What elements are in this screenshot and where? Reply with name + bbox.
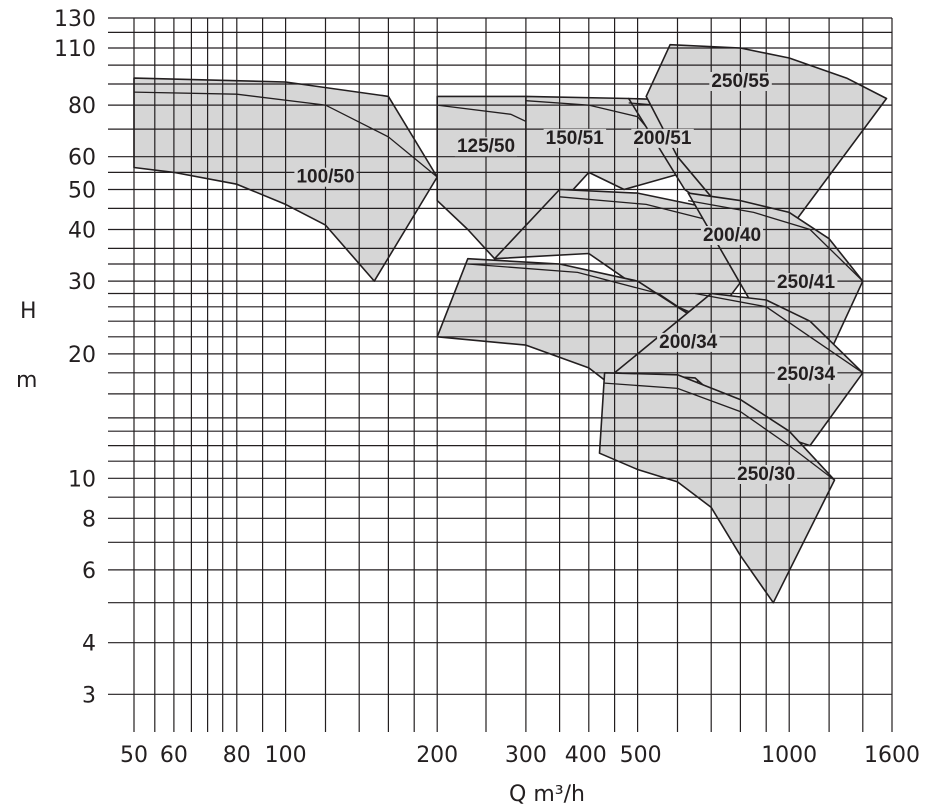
y-axis-ticks: 3 4 6 8 10 20 30 40 50 60 80 110 130 [54,7,96,708]
x-tick-label: 80 [223,743,251,768]
region-label-200-51: 200/51 [633,128,692,149]
region-label-250-34: 250/34 [777,364,836,385]
region-label-200-40: 200/40 [703,225,761,246]
region-label-bg [774,364,838,384]
x-tick-label: 400 [565,743,607,768]
region-label-125-50: 125/50 [457,136,515,157]
x-tick-label: 1600 [864,743,920,768]
region-label-bg [709,72,772,91]
y-axis-label-bottom: m [16,368,37,393]
y-tick-label: 3 [82,683,96,708]
x-tick-label: 500 [620,743,662,768]
impeller-curve-200-34-0 [467,263,712,330]
y-tick-label: 8 [82,507,96,532]
x-axis-label: Q m³/h [509,782,585,807]
region-label-100-50: 100/50 [296,167,354,188]
y-tick-label: 40 [68,219,96,244]
region-250-30 [598,371,836,604]
region-label-250-30: 250/30 [737,464,795,485]
x-tick-label: 1000 [761,743,817,768]
y-axis-label-top: H [20,299,37,324]
y-tick-label: 50 [68,179,96,204]
x-tick-label: 60 [160,743,188,768]
y-tick-label: 30 [68,270,96,295]
region-label-bg [774,273,838,293]
region-label-bg [294,167,357,187]
x-tick-label: 100 [265,743,307,768]
y-tick-label: 130 [54,7,96,32]
region-labels: 100/50 125/50 150/51 200/51 250/55 200/40 250/… [294,71,838,485]
region-label-bg [631,128,694,148]
y-tick-label: 110 [54,37,96,62]
y-tick-label: 10 [68,467,96,492]
pump-regions [133,43,888,604]
y-tick-label: 60 [68,146,96,171]
region-label-bg [735,465,798,484]
y-tick-label: 20 [68,343,96,368]
region-label-250-55: 250/55 [711,71,770,92]
region-label-bg [657,332,720,352]
x-tick-label: 50 [120,743,148,768]
region-label-200-34: 200/34 [659,332,718,353]
region-label-bg [543,128,607,148]
region-label-150-51: 150/51 [546,128,605,149]
y-tick-label: 80 [68,94,96,119]
y-tick-label: 6 [82,559,96,584]
impeller-curve-250-41-0 [688,199,864,282]
region-label-250-41: 250/41 [777,272,836,293]
region-label-bg [700,226,763,245]
x-tick-label: 300 [505,743,547,768]
x-axis-ticks: 50 60 80 100 200 300 400 500 1000 1600 [120,743,920,768]
y-tick-label: 4 [82,632,96,657]
x-tick-label: 200 [416,743,458,768]
chart-grid [108,17,893,732]
region-label-bg [454,137,517,157]
